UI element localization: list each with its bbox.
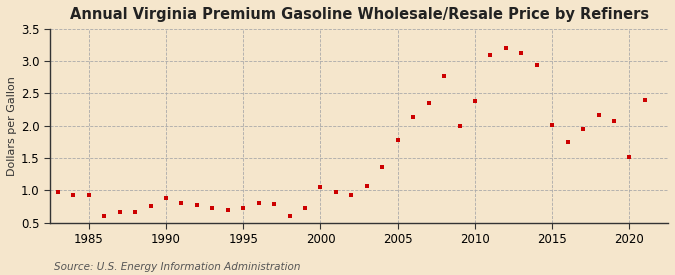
Point (531, 63, 542, 67)
Point (176, 201, 187, 205)
Point (269, 202, 279, 206)
Point (547, 123, 558, 127)
Point (99, 213, 109, 218)
Point (439, 74, 450, 78)
Point (145, 204, 156, 208)
Point (361, 184, 372, 188)
Point (392, 138, 403, 142)
Point (53, 189, 63, 194)
Point (284, 213, 295, 218)
Point (346, 192, 357, 197)
Point (609, 119, 620, 123)
Point (470, 99, 481, 103)
Point (331, 190, 342, 194)
Point (114, 210, 125, 214)
Point (639, 98, 650, 102)
Point (130, 210, 140, 214)
Text: Source: U.S. Energy Information Administration: Source: U.S. Energy Information Administ… (54, 262, 300, 272)
Point (315, 185, 326, 189)
Point (377, 165, 387, 169)
Point (207, 206, 218, 211)
Point (300, 206, 310, 211)
Point (516, 50, 526, 55)
Point (485, 53, 496, 57)
Point (253, 201, 264, 205)
Point (238, 206, 248, 211)
Point (68, 192, 79, 197)
Point (578, 127, 589, 131)
Point (84, 193, 95, 198)
Point (423, 101, 434, 105)
Point (500, 46, 511, 50)
Point (593, 112, 604, 117)
Point (192, 202, 202, 207)
Point (161, 196, 171, 200)
Point (624, 155, 634, 160)
Point (562, 140, 573, 145)
Point (222, 208, 233, 212)
Title: Annual Virginia Premium Gasoline Wholesale/Resale Price by Refiners: Annual Virginia Premium Gasoline Wholesa… (70, 7, 649, 22)
Point (408, 114, 418, 119)
Point (454, 123, 465, 128)
Y-axis label: Dollars per Gallon: Dollars per Gallon (7, 76, 17, 176)
